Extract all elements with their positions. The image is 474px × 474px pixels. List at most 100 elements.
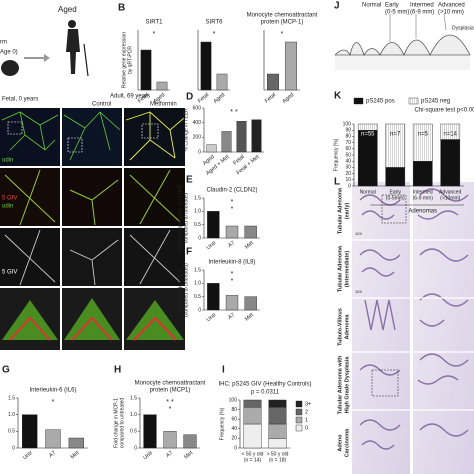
y-axis-title: Fold change in MCP-1 compared to untreate… <box>113 398 125 449</box>
significance: * <box>231 271 234 278</box>
bar-label: n=5 <box>418 132 429 138</box>
y-axis-title: Fold change in IL-8 (compared to untreate… <box>177 263 189 317</box>
stage-label: Normal <box>362 3 381 9</box>
legend-swatch <box>295 416 303 424</box>
bar <box>225 295 239 311</box>
magnification: 10X <box>355 231 362 236</box>
y-tick-label: 100 <box>229 397 238 403</box>
stage-label: (>10 mm) <box>438 10 464 16</box>
chart-title: Monocyte chemoattractant <box>135 381 206 387</box>
chart-title: IHC: pS245 GIV (Healthy Controls) <box>218 382 311 388</box>
panel-label: K <box>334 91 342 102</box>
y-tick-label: 1.5 <box>130 395 137 401</box>
legend-entry: 2 <box>305 409 308 415</box>
y-tick-label: 20 <box>231 436 237 442</box>
bar <box>156 81 168 91</box>
bar <box>200 41 212 91</box>
significance: * <box>169 406 172 413</box>
bar-segment <box>268 423 287 439</box>
chart-title: SIRT1 <box>146 20 164 26</box>
x-tick-label: (n = 18) <box>269 457 287 463</box>
panel-label: B <box>118 3 125 14</box>
bar-segment <box>385 123 406 168</box>
y-tick-label: 0 <box>234 445 237 451</box>
x-tick-label: Untr <box>142 450 154 461</box>
y-tick-label: 40 <box>345 159 351 165</box>
y-tick-label: 1.5 <box>194 195 201 201</box>
y-tick-label: 80 <box>231 407 237 413</box>
header: Adult, 69 years <box>110 94 150 100</box>
y-tick-label: 1.0 <box>194 209 201 215</box>
bar <box>68 437 85 449</box>
x-tick-label: Early <box>390 189 402 195</box>
row-label: Adenoma <box>344 314 350 340</box>
legend-entry: 0 <box>305 425 308 431</box>
y-axis-title-text: (compared to untreated) <box>183 263 189 317</box>
x-tick-label: Met <box>70 450 81 461</box>
bar <box>140 49 152 91</box>
y-tick-label: 90 <box>345 128 351 134</box>
bar-segment <box>412 160 433 187</box>
x-tick-label: A7 <box>48 450 57 459</box>
bar-segment <box>357 129 378 187</box>
bar <box>267 73 279 91</box>
stage-label: Advanced <box>438 3 465 9</box>
bar-segment <box>243 423 262 449</box>
y-axis-title: Frequency [%] <box>333 138 339 171</box>
y-axis-title-text: Fold change in IL-8 <box>177 268 183 311</box>
y-tick-label: 1.0 <box>8 412 15 418</box>
y-axis-title-text: % Change in TEER <box>183 108 189 152</box>
row-label: Carcinoma <box>344 428 350 457</box>
chart-title: Claudin-2 (CLDN2) <box>206 188 257 194</box>
bar <box>251 119 262 153</box>
row-label: Tubulo-Villous <box>337 308 343 346</box>
subtitle: p = 0.0311 <box>251 390 280 396</box>
row-label: Tubular Adenoma <box>337 245 343 292</box>
bar-segment <box>440 139 461 187</box>
significance: * <box>153 31 156 38</box>
y-axis-title: Relative expression of CLDN2 compared to … <box>177 184 189 251</box>
bar-label: n=7 <box>390 132 401 138</box>
y-axis-title-text: compared to untreated <box>183 193 189 244</box>
y-axis-title: Frequency (%) <box>219 407 225 440</box>
bar-label: n=55 <box>361 132 375 138</box>
bar <box>221 131 232 153</box>
y-tick-label: 0.5 <box>8 429 15 435</box>
bar-segment <box>357 123 378 131</box>
bar <box>244 296 257 311</box>
x-tick-label: Untr <box>206 312 218 323</box>
y-tick-label: 1.5 <box>194 267 201 273</box>
bar-segment <box>243 407 262 425</box>
panel-label: I <box>222 365 225 376</box>
legend-swatch <box>408 97 419 105</box>
y-tick-label: 600 <box>193 105 202 111</box>
y-tick-label: 0.5 <box>194 294 201 300</box>
y-tick-label: 0.5 <box>194 222 201 228</box>
stain: udin <box>2 158 13 164</box>
row-label: (early) <box>344 203 350 220</box>
y-tick-label: 0 <box>198 235 201 241</box>
magnification: 10X <box>355 289 362 294</box>
y-tick-label: 20 <box>345 171 351 177</box>
y-axis-title-text: by qRT-PCR <box>127 46 133 74</box>
microscopy: Fetal, 0 years Adult, 69 years Control M… <box>0 94 185 350</box>
y-tick-label: 1.5 <box>8 395 15 401</box>
bar <box>207 211 220 239</box>
x-tick-label: Advanced <box>439 189 461 195</box>
y-tick-label: 0 <box>348 183 351 189</box>
x-tick-label: A7 <box>227 312 236 321</box>
bar <box>285 41 297 91</box>
y-axis-title-text: Frequency [%] <box>333 138 339 171</box>
x-tick-label: > 50 y old <box>267 451 289 457</box>
y-axis-title-text: Frequency (%) <box>219 407 225 440</box>
bar-segment <box>268 399 287 408</box>
y-tick-label: 0 <box>198 307 201 313</box>
x-tick-label: Intermed <box>413 189 433 195</box>
x-tick-label: (6-9 mm) <box>413 195 434 201</box>
bar <box>225 225 239 239</box>
header: Metformin <box>150 102 177 108</box>
significance: * <box>213 31 216 38</box>
legend-entry: pS245 pos <box>366 99 395 105</box>
significance: * <box>281 31 284 38</box>
row-label: Adeno <box>337 434 343 452</box>
